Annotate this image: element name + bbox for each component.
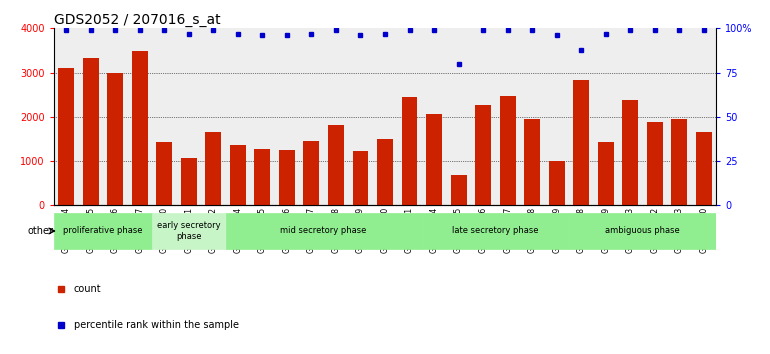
Bar — [622, 101, 638, 205]
Bar — [422, 213, 569, 249]
Bar — [279, 150, 295, 205]
Bar — [426, 114, 442, 205]
Bar — [152, 213, 226, 249]
Text: other: other — [28, 226, 54, 236]
Text: mid secretory phase: mid secretory phase — [280, 227, 367, 235]
Text: proliferative phase: proliferative phase — [63, 227, 142, 235]
Bar — [328, 125, 344, 205]
Bar — [54, 213, 152, 249]
Bar — [598, 143, 614, 205]
Bar — [156, 142, 172, 205]
Bar — [132, 51, 148, 205]
Bar — [254, 149, 270, 205]
Text: late secretory phase: late secretory phase — [452, 227, 539, 235]
Bar — [450, 175, 467, 205]
Bar — [524, 119, 540, 205]
Bar — [107, 73, 123, 205]
Text: percentile rank within the sample: percentile rank within the sample — [74, 320, 239, 330]
Bar — [303, 141, 320, 205]
Bar — [549, 161, 564, 205]
Bar — [226, 213, 422, 249]
Bar — [402, 97, 417, 205]
Text: early secretory
phase: early secretory phase — [157, 221, 221, 241]
Text: count: count — [74, 284, 102, 295]
Bar — [573, 80, 589, 205]
Bar — [353, 152, 368, 205]
Bar — [647, 122, 663, 205]
Bar — [696, 132, 711, 205]
Text: GDS2052 / 207016_s_at: GDS2052 / 207016_s_at — [54, 13, 220, 27]
Bar — [671, 119, 688, 205]
Bar — [569, 213, 716, 249]
Bar — [475, 105, 491, 205]
Bar — [230, 145, 246, 205]
Bar — [206, 132, 221, 205]
Bar — [377, 139, 393, 205]
Bar — [82, 58, 99, 205]
Text: ambiguous phase: ambiguous phase — [605, 227, 680, 235]
Bar — [500, 96, 516, 205]
Bar — [59, 68, 74, 205]
Bar — [181, 159, 197, 205]
